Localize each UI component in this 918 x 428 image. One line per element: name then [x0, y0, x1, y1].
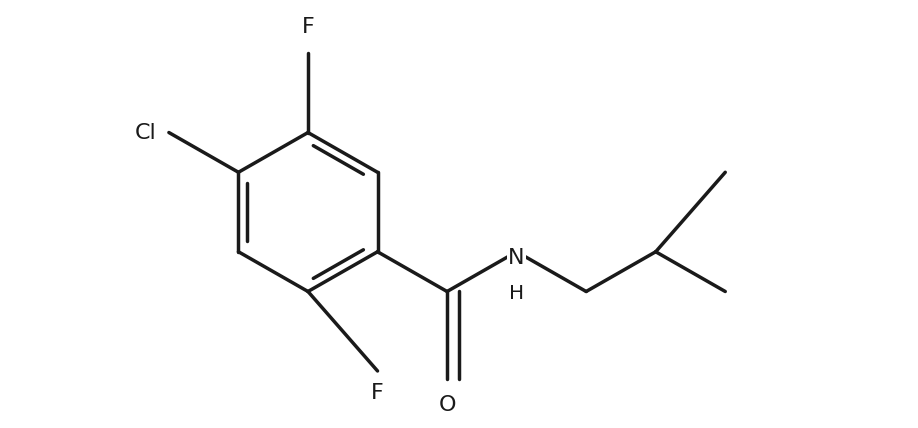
Text: O: O [438, 395, 456, 415]
Text: F: F [302, 17, 314, 37]
Text: N: N [509, 248, 525, 268]
Text: Cl: Cl [135, 122, 157, 143]
Text: H: H [509, 283, 524, 303]
Text: F: F [371, 383, 384, 403]
